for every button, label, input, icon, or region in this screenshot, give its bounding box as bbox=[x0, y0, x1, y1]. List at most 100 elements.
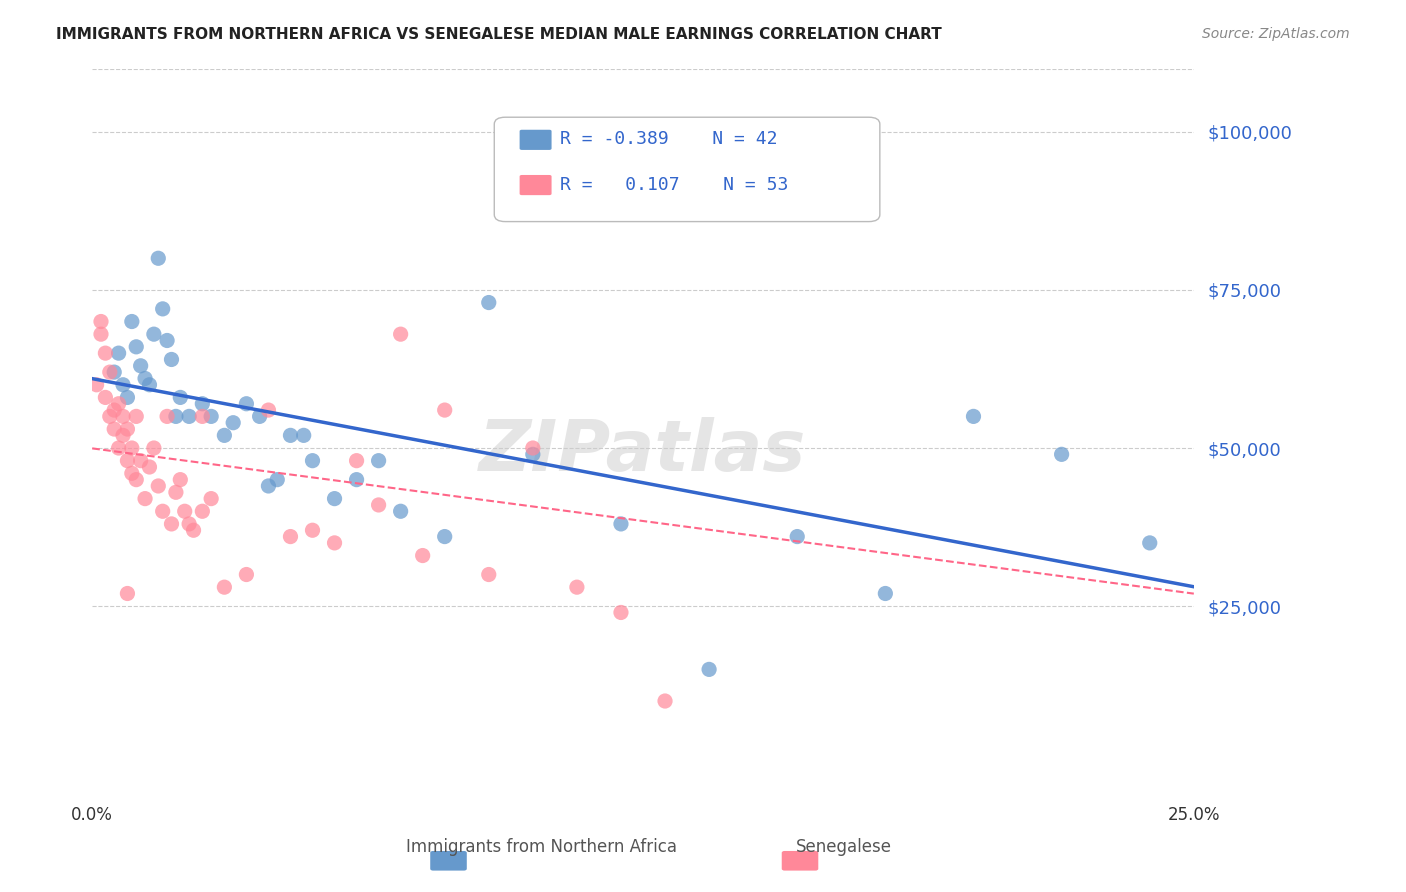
Point bbox=[742, 188, 765, 202]
Point bbox=[280, 530, 302, 544]
Text: IMMIGRANTS FROM NORTHERN AFRICA VS SENEGALESE MEDIAN MALE EARNINGS CORRELATION C: IMMIGRANTS FROM NORTHERN AFRICA VS SENEG… bbox=[56, 27, 942, 42]
Point bbox=[1050, 447, 1073, 461]
Point bbox=[148, 252, 170, 266]
Point bbox=[214, 580, 236, 594]
Point bbox=[111, 377, 134, 392]
Point bbox=[111, 428, 134, 442]
Point bbox=[280, 428, 302, 442]
Point bbox=[257, 403, 280, 417]
Point bbox=[266, 473, 288, 487]
Point bbox=[142, 441, 165, 455]
Text: R =   0.107    N = 53: R = 0.107 N = 53 bbox=[561, 177, 789, 194]
Point bbox=[301, 523, 323, 537]
Point bbox=[160, 516, 183, 531]
Point bbox=[125, 473, 148, 487]
Point bbox=[179, 516, 201, 531]
Point bbox=[138, 460, 160, 475]
Point bbox=[169, 473, 191, 487]
Point bbox=[962, 409, 984, 424]
Point bbox=[301, 453, 323, 467]
Point bbox=[117, 422, 139, 436]
Point bbox=[117, 586, 139, 600]
Point bbox=[323, 536, 346, 550]
Point bbox=[107, 397, 129, 411]
Point bbox=[90, 327, 112, 342]
Point bbox=[134, 491, 156, 506]
Point bbox=[142, 327, 165, 342]
Point bbox=[103, 403, 125, 417]
Point bbox=[156, 334, 179, 348]
FancyBboxPatch shape bbox=[520, 129, 551, 150]
Text: Source: ZipAtlas.com: Source: ZipAtlas.com bbox=[1202, 27, 1350, 41]
Point bbox=[121, 467, 143, 481]
Point bbox=[610, 516, 633, 531]
Point bbox=[610, 606, 633, 620]
Point bbox=[86, 377, 108, 392]
Point bbox=[160, 352, 183, 367]
Point bbox=[107, 346, 129, 360]
Point bbox=[179, 409, 201, 424]
Point bbox=[103, 422, 125, 436]
Text: 25.0%: 25.0% bbox=[1167, 806, 1220, 824]
Point bbox=[654, 694, 676, 708]
Point bbox=[1139, 536, 1161, 550]
Point bbox=[200, 491, 222, 506]
Point bbox=[134, 371, 156, 385]
Point bbox=[107, 441, 129, 455]
Point bbox=[522, 441, 544, 455]
Point bbox=[346, 473, 368, 487]
Point bbox=[152, 301, 174, 316]
Text: Immigrants from Northern Africa: Immigrants from Northern Africa bbox=[406, 838, 676, 856]
Point bbox=[152, 504, 174, 518]
Point bbox=[367, 498, 389, 512]
Point bbox=[129, 453, 152, 467]
Point bbox=[117, 453, 139, 467]
Point bbox=[98, 409, 121, 424]
Point bbox=[191, 504, 214, 518]
Point bbox=[235, 397, 257, 411]
Point bbox=[191, 409, 214, 424]
Point bbox=[169, 391, 191, 405]
Point bbox=[478, 295, 501, 310]
Point bbox=[214, 428, 236, 442]
Point bbox=[786, 530, 808, 544]
FancyBboxPatch shape bbox=[520, 175, 551, 195]
Point bbox=[125, 409, 148, 424]
Point bbox=[389, 504, 412, 518]
Point bbox=[249, 409, 271, 424]
Point bbox=[156, 409, 179, 424]
Point bbox=[367, 453, 389, 467]
Point bbox=[292, 428, 315, 442]
Point bbox=[433, 403, 456, 417]
Point bbox=[697, 662, 720, 676]
Point bbox=[235, 567, 257, 582]
Point bbox=[117, 391, 139, 405]
Point bbox=[389, 327, 412, 342]
Point bbox=[125, 340, 148, 354]
Point bbox=[875, 586, 897, 600]
Point bbox=[433, 530, 456, 544]
Text: 0.0%: 0.0% bbox=[72, 806, 112, 824]
Point bbox=[257, 479, 280, 493]
Point bbox=[165, 409, 187, 424]
Point bbox=[346, 453, 368, 467]
FancyBboxPatch shape bbox=[495, 117, 880, 221]
Point bbox=[200, 409, 222, 424]
Point bbox=[138, 377, 160, 392]
Point bbox=[323, 491, 346, 506]
Point bbox=[222, 416, 245, 430]
Point bbox=[165, 485, 187, 500]
Point bbox=[191, 397, 214, 411]
Point bbox=[111, 409, 134, 424]
Point bbox=[121, 441, 143, 455]
Text: ZIPatlas: ZIPatlas bbox=[479, 417, 807, 485]
Text: R = -0.389    N = 42: R = -0.389 N = 42 bbox=[561, 130, 778, 148]
Point bbox=[90, 314, 112, 328]
Point bbox=[522, 447, 544, 461]
Text: Senegalese: Senegalese bbox=[796, 838, 891, 856]
Point bbox=[129, 359, 152, 373]
Point bbox=[412, 549, 434, 563]
Point bbox=[94, 391, 117, 405]
Point bbox=[173, 504, 195, 518]
Point bbox=[121, 314, 143, 328]
